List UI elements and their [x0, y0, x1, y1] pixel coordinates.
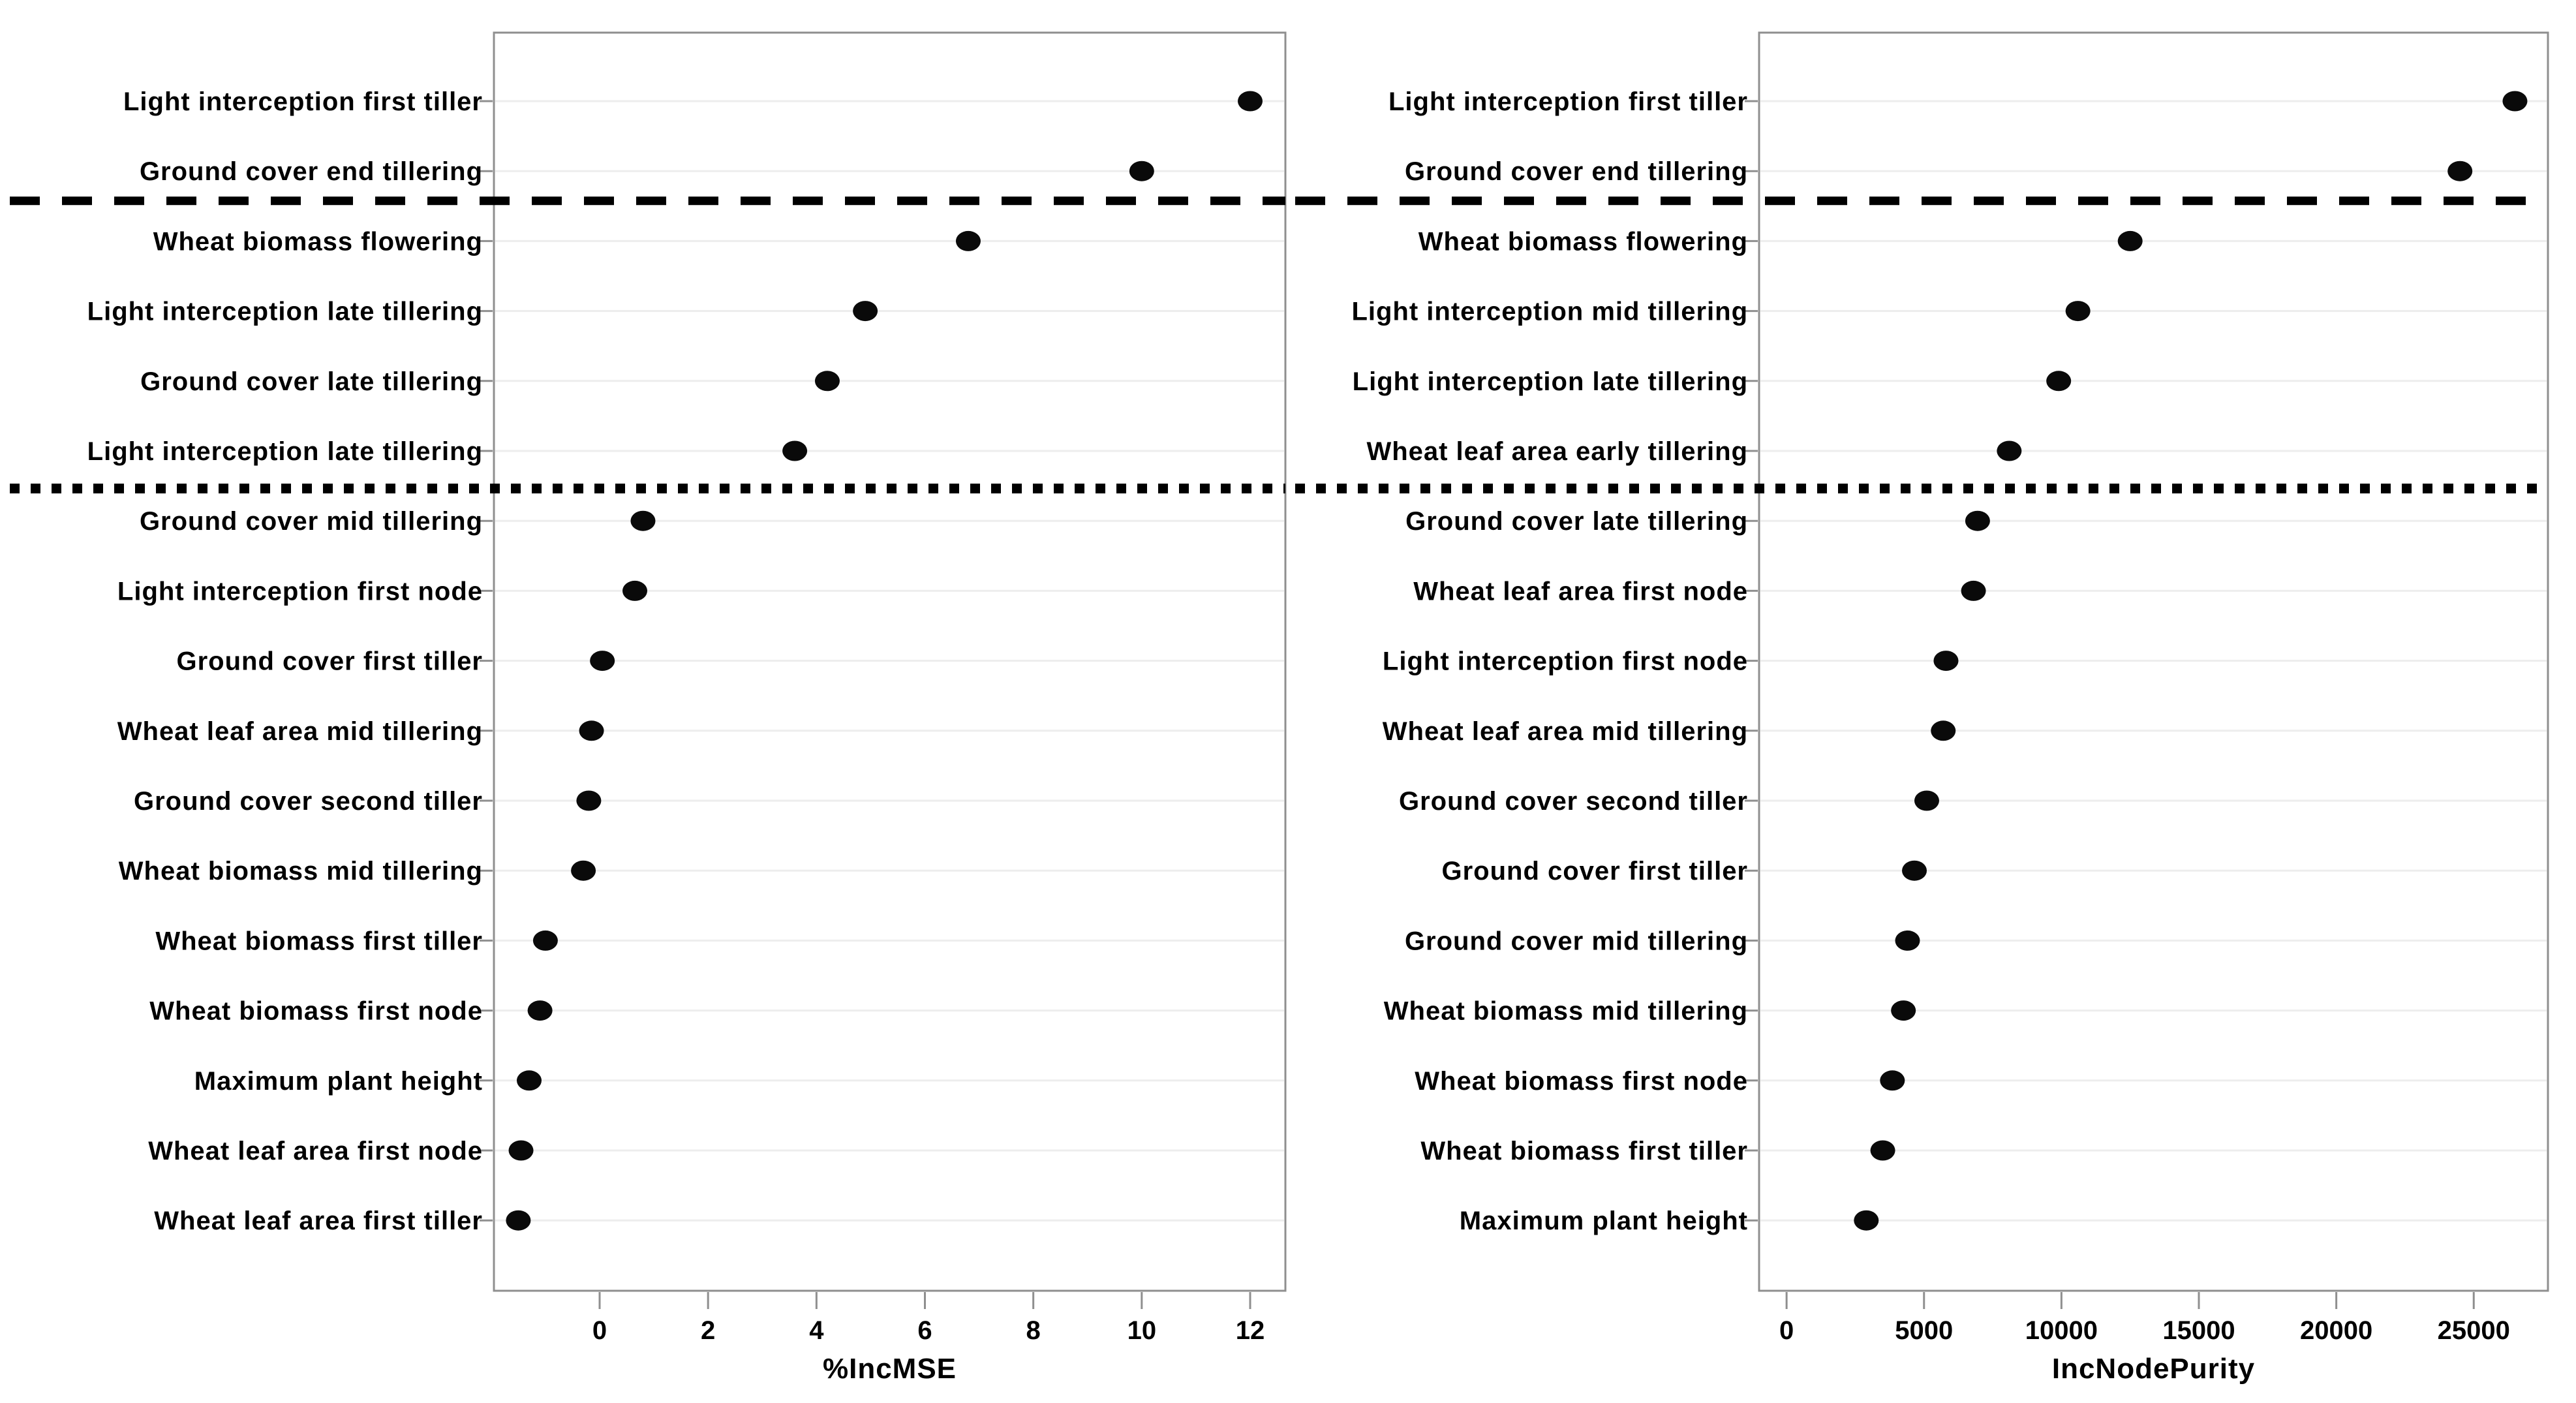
data-point — [955, 230, 981, 251]
x-axis-title: %IncMSE — [823, 1353, 957, 1385]
row-label: Wheat leaf area mid tillering — [1383, 717, 1748, 746]
x-tick-label: 10 — [1127, 1316, 1157, 1345]
data-point — [571, 860, 596, 881]
data-point — [1931, 720, 1956, 741]
row-label: Wheat biomass first node — [149, 997, 483, 1026]
x-tick-label: 8 — [1026, 1316, 1041, 1345]
row-label: Wheat leaf area first tiller — [154, 1207, 483, 1235]
row-label: Light interception first node — [1383, 647, 1748, 676]
row-label: Light interception first node — [117, 577, 483, 606]
x-tick-label: 6 — [917, 1316, 932, 1345]
row-label: Ground cover first tiller — [176, 647, 483, 676]
row-label: Wheat biomass first tiller — [1420, 1137, 1748, 1165]
data-point — [1129, 161, 1154, 181]
x-axis-title: IncNodePurity — [2052, 1353, 2255, 1385]
data-point — [1997, 440, 2022, 461]
x-tick-label: 10000 — [2025, 1316, 2098, 1345]
data-point — [1854, 1210, 1879, 1231]
row-label: Wheat leaf area first node — [1413, 577, 1748, 606]
data-point — [782, 440, 808, 461]
row-label: Ground cover mid tillering — [140, 507, 483, 536]
row-label: Light interception mid tillering — [1351, 298, 1748, 326]
data-point — [1965, 510, 1990, 531]
panel-incmse: Light interception first tiller Ground co… — [10, 31, 1287, 1385]
data-point — [2447, 161, 2473, 181]
data-point — [579, 720, 604, 741]
row-label: Light interception late tillering — [1353, 367, 1748, 396]
row-label: Ground cover late tillering — [140, 367, 483, 396]
data-point — [622, 580, 648, 601]
row-label: Light interception first tiller — [123, 87, 483, 116]
x-tick-label: 25000 — [2438, 1316, 2510, 1345]
data-point — [630, 510, 656, 531]
row-label: Wheat biomass first node — [1415, 1067, 1748, 1096]
row-label: Light interception late tillering — [87, 437, 483, 466]
data-point — [2065, 301, 2091, 322]
data-point — [1870, 1140, 1895, 1161]
x-tick-label: 20000 — [2300, 1316, 2372, 1345]
data-point — [2502, 91, 2528, 112]
data-point — [576, 790, 602, 811]
x-tick-label: 2 — [701, 1316, 715, 1345]
row-label: Wheat biomass mid tillering — [1384, 997, 1748, 1026]
x-tick-label: 4 — [809, 1316, 824, 1345]
row-label: Wheat biomass flowering — [153, 227, 483, 256]
data-point — [1933, 651, 1959, 671]
x-tick-label: 0 — [592, 1316, 607, 1345]
row-label: Wheat leaf area first node — [148, 1137, 483, 1165]
row-label: Ground cover mid tillering — [1405, 927, 1748, 955]
row-label: Wheat leaf area mid tillering — [117, 717, 483, 746]
data-point — [2046, 371, 2072, 392]
data-point — [590, 651, 615, 671]
data-point — [1902, 860, 1927, 881]
row-label: Wheat leaf area early tillering — [1366, 437, 1748, 466]
row-label: Light interception first tiller — [1388, 87, 1748, 116]
data-point — [1961, 580, 1986, 601]
row-label: Ground cover first tiller — [1441, 857, 1748, 886]
row-label: Wheat biomass mid tillering — [119, 857, 483, 886]
data-point — [506, 1210, 531, 1231]
data-point — [527, 1000, 553, 1021]
data-point — [1880, 1070, 1905, 1091]
panel-incnodepurity: Light interception first tiller Ground co… — [1295, 31, 2549, 1385]
row-label: Ground cover end tillering — [140, 157, 483, 186]
data-point — [532, 930, 558, 951]
data-point — [853, 301, 878, 322]
row-label: Ground cover end tillering — [1405, 157, 1748, 186]
row-label: Maximum plant height — [1460, 1207, 1748, 1235]
data-point — [1891, 1000, 1916, 1021]
data-point — [508, 1140, 534, 1161]
row-label: Wheat biomass flowering — [1418, 227, 1748, 256]
x-tick-label: 15000 — [2162, 1316, 2235, 1345]
data-point — [517, 1070, 542, 1091]
data-point — [1914, 790, 1939, 811]
x-tick-label: 12 — [1236, 1316, 1265, 1345]
row-label: Ground cover second tiller — [1399, 787, 1748, 816]
row-label: Light interception late tillering — [87, 298, 483, 326]
row-label: Maximum plant height — [194, 1067, 483, 1096]
row-label: Ground cover late tillering — [1405, 507, 1748, 536]
data-point — [2117, 230, 2143, 251]
x-tick-label: 5000 — [1895, 1316, 1953, 1345]
data-point — [1237, 91, 1263, 112]
row-label: Wheat biomass first tiller — [155, 927, 483, 955]
row-label: Ground cover second tiller — [134, 787, 483, 816]
x-tick-label: 0 — [1779, 1316, 1794, 1345]
data-point — [1895, 930, 1920, 951]
data-point — [814, 371, 840, 392]
